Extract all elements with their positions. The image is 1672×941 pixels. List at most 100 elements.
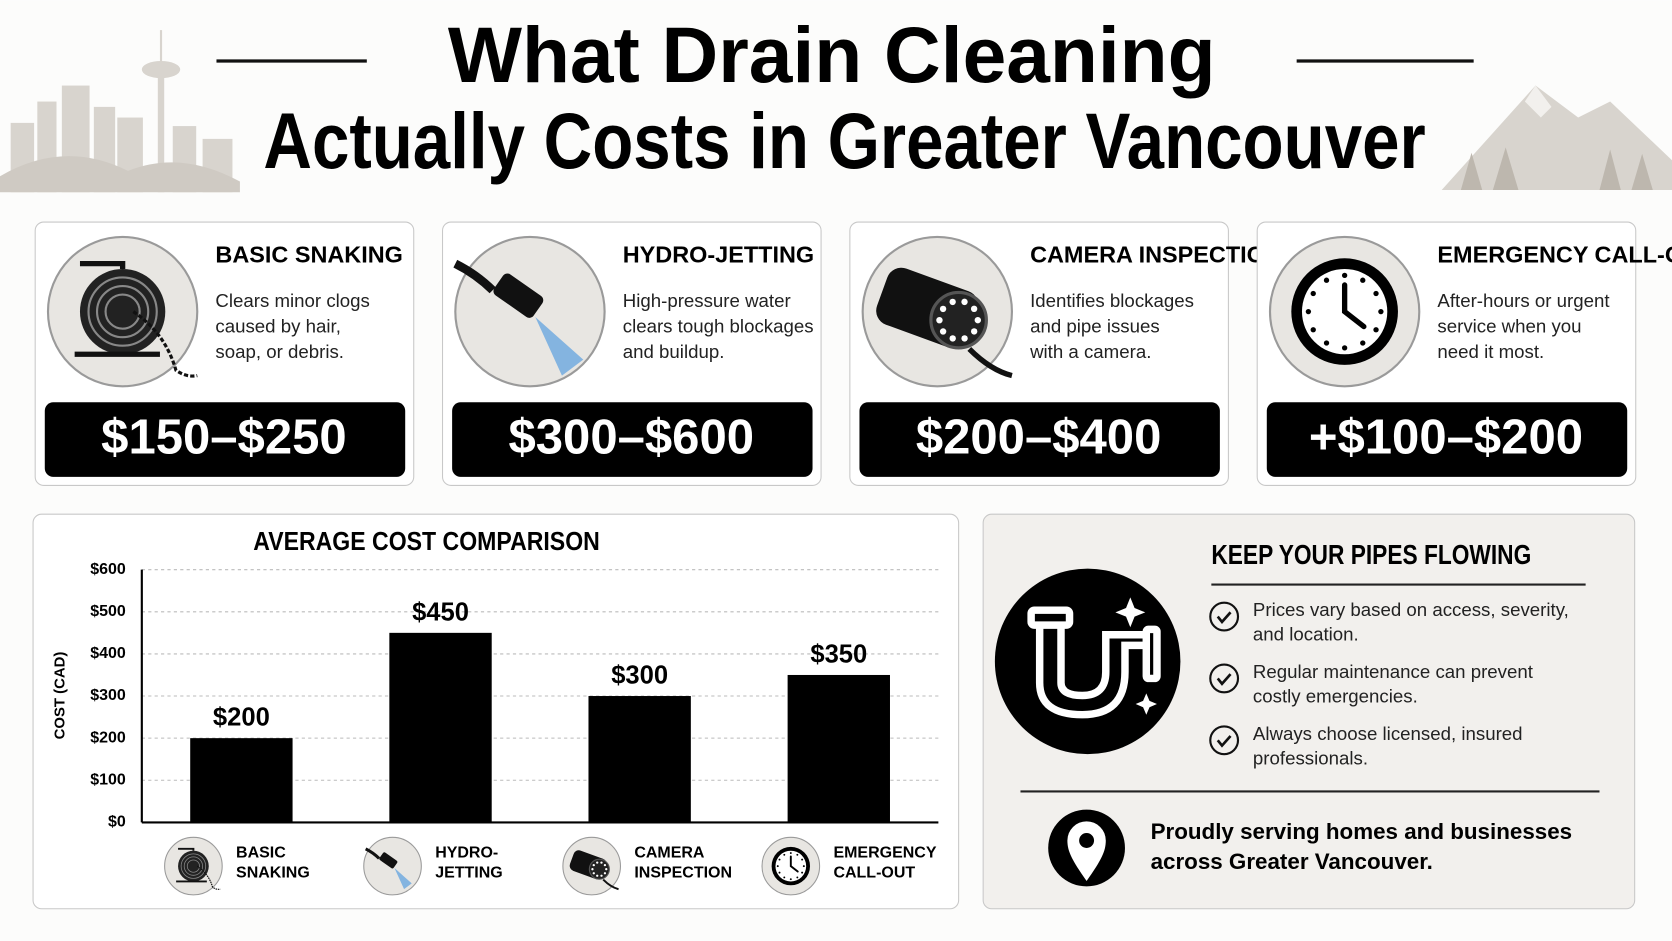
clock-tick (1373, 290, 1379, 297)
cable (602, 878, 619, 891)
check-circle (1209, 663, 1240, 694)
icon (453, 259, 584, 376)
led (600, 874, 603, 877)
y-tick-label: $200 (90, 729, 126, 746)
y-tick-label: $0 (108, 814, 126, 831)
clock-tick (783, 876, 786, 879)
pin-hole (1079, 833, 1095, 848)
price: $150–$250 (101, 411, 347, 465)
clock-tick (789, 878, 792, 881)
x-tick-label: BASIC SNAKING (236, 845, 310, 882)
cable (967, 347, 1013, 379)
card-description: need it most. (1437, 341, 1544, 362)
clock-tick (1341, 345, 1348, 351)
reel-ring (95, 284, 150, 339)
led (949, 298, 956, 306)
led (591, 868, 594, 871)
card-title: HYDRO-JETTING (623, 241, 814, 267)
clock-tick (801, 858, 804, 861)
cord (132, 310, 198, 378)
check (1216, 611, 1232, 624)
led (939, 328, 947, 335)
pipe-icon (994, 568, 1181, 755)
led (961, 335, 968, 342)
clock-tick (1360, 340, 1366, 346)
mountains (1441, 85, 1672, 191)
title: What Drain Cleaning (448, 11, 1216, 99)
hose (453, 259, 496, 294)
cord (196, 865, 221, 890)
clock-tick (802, 865, 805, 868)
reel-frame (176, 847, 207, 883)
card-title: EMERGENCY CALL-OUT (1437, 241, 1672, 267)
tip-text: professionals. (1253, 747, 1368, 768)
clock-tick (1323, 340, 1330, 346)
bar (588, 696, 691, 823)
chart-title: AVERAGE COST COMPARISON (253, 528, 600, 556)
card-description: Identifies blockages (1030, 290, 1194, 311)
check-circle (1209, 725, 1240, 756)
led (603, 863, 607, 867)
led (596, 874, 599, 877)
price: $200–$400 (916, 411, 1162, 465)
card-description: caused by hair, (215, 316, 341, 337)
x-tick-label: HYDRO-JETTING (435, 845, 503, 882)
y-tick-label: $500 (90, 603, 126, 620)
price: +$100–$200 (1309, 411, 1583, 465)
clock-tick (796, 876, 799, 879)
icon (876, 267, 1013, 379)
card-title: BASIC SNAKING (215, 241, 403, 267)
clock-tick (776, 865, 779, 868)
reel-ring (180, 853, 207, 879)
led (936, 316, 943, 324)
led (974, 316, 982, 324)
tips-title: KEEP YOUR PIPES FLOWING (1211, 539, 1531, 570)
value-label: $350 (810, 641, 867, 669)
clock-tick (778, 871, 781, 874)
tip-text: costly emergencies. (1253, 686, 1418, 707)
led (970, 328, 978, 335)
led (600, 861, 603, 864)
reel-ring (183, 856, 204, 876)
clock-tick (1310, 327, 1316, 333)
tip-text: and location. (1253, 624, 1359, 645)
value-label: $200 (213, 704, 270, 732)
clock-tick (783, 853, 786, 856)
led (592, 863, 595, 867)
card-description: Clears minor clogs (215, 290, 369, 311)
card-title: CAMERA INSPECTION (1030, 241, 1282, 267)
footer-text: across Greater Vancouver. (1151, 849, 1433, 874)
clock-tick (1305, 308, 1312, 315)
clock-tick (1373, 327, 1379, 333)
led (603, 872, 607, 875)
y-axis-label: COST (CAD) (52, 652, 69, 740)
clock-tick (1341, 272, 1348, 279)
pin (1067, 821, 1106, 882)
card-description: and pipe issues (1030, 316, 1160, 337)
card-description: with a camera. (1029, 341, 1151, 362)
x-tick-label: EMERGENCY CALL-OUT (833, 845, 936, 882)
check (1216, 735, 1232, 748)
price-box (452, 402, 813, 477)
reel (178, 850, 209, 882)
led (605, 868, 608, 871)
bar (787, 674, 890, 823)
led (961, 298, 968, 306)
clock-hands (1341, 282, 1367, 330)
icon (176, 847, 221, 890)
tip-text: Prices vary based on access, severity, (1253, 599, 1569, 620)
icon (771, 846, 811, 886)
price-box (859, 402, 1220, 477)
card-description: High-pressure water (623, 290, 791, 311)
clock-tick (1378, 308, 1384, 315)
reel-ring (186, 859, 200, 873)
clock-tick (778, 858, 781, 861)
price-box (44, 402, 406, 477)
price-box (1266, 402, 1628, 477)
nozzle (379, 852, 398, 869)
y-tick-label: $100 (90, 771, 126, 788)
clock-tick (801, 871, 804, 874)
x-tick-label: CAMERA INSPECTION (634, 845, 732, 882)
